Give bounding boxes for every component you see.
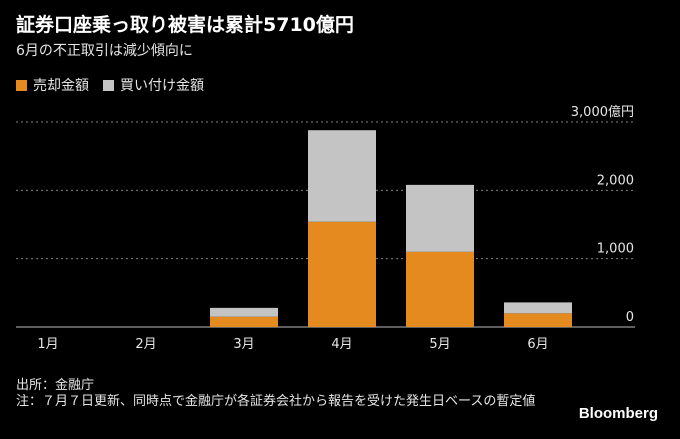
x-tick-label: 4月 xyxy=(331,337,352,352)
y-tick-label: 1,000 xyxy=(597,242,634,257)
legend-item-buy: 買い付け金額 xyxy=(103,75,204,95)
bar-buy xyxy=(504,302,572,314)
legend-swatch-buy xyxy=(103,79,114,91)
bar-buy xyxy=(308,130,376,222)
bar-sell xyxy=(210,316,278,327)
bar-buy xyxy=(406,184,474,252)
legend-label-buy: 買い付け金額 xyxy=(120,78,204,94)
x-tick-label: 3月 xyxy=(233,337,254,352)
bloomberg-logo: Bloomberg xyxy=(578,405,658,422)
x-tick-label: 1月 xyxy=(37,337,58,352)
x-tick-label: 2月 xyxy=(135,337,156,352)
chart-subtitle: 6月の不正取引は減少傾向に xyxy=(16,43,193,59)
y-tick-label: 3,000億円 xyxy=(571,104,634,120)
bar-sell xyxy=(308,221,376,327)
x-tick-label: 6月 xyxy=(527,337,548,352)
legend-swatch-sell xyxy=(16,79,27,91)
bar-sell xyxy=(504,313,572,327)
legend: 売却金額 買い付け金額 xyxy=(16,75,204,95)
footnote: 注：７月７日更新、同時点で金融庁が各証券会社から報告を受けた発生日ベースの暫定値 xyxy=(16,394,536,409)
chart-title: 証券口座乗っ取り被害は累計5710億円 xyxy=(16,14,354,36)
source-note: 出所：金融庁 xyxy=(16,378,95,393)
bar-buy xyxy=(210,307,278,317)
bar-sell xyxy=(406,251,474,327)
y-tick-label: 0 xyxy=(626,310,634,325)
legend-item-sell: 売却金額 xyxy=(16,75,89,95)
legend-label-sell: 売却金額 xyxy=(33,78,89,94)
footer: 出所：金融庁 注：７月７日更新、同時点で金融庁が各証券会社から報告を受けた発生日… xyxy=(16,378,576,410)
bar-chart: 0 1,000 2,000 3,000億円 1月 2月 3月 4月 5月 6月 xyxy=(16,104,635,352)
y-tick-label: 2,000 xyxy=(597,173,634,188)
x-tick-label: 5月 xyxy=(429,337,450,352)
